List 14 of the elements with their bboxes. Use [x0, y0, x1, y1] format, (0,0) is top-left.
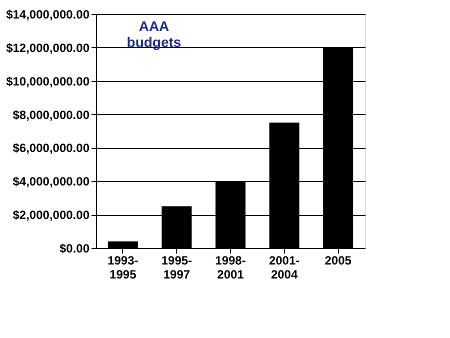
x-tick-label: 1993-1995 — [108, 254, 138, 282]
x-tick-label: 2001-2004 — [268, 254, 300, 282]
y-tick-label: $12,000,000.00 — [6, 40, 90, 55]
y-tick-label: $8,000,000.00 — [12, 108, 90, 122]
y-tick-label: $14,000,000.00 — [6, 8, 90, 22]
text: AAA budgets — [126, 18, 182, 50]
x-tick-label: 1995-1997 — [161, 254, 192, 282]
y-tick-label: $6,000,000.00 — [12, 141, 90, 156]
x-tick-label: 2005 — [324, 254, 352, 268]
x-tick-label: 1998-2001 — [215, 254, 246, 282]
y-tick-label: $0.00 — [59, 242, 90, 256]
y-tick-label: $4,000,000.00 — [12, 174, 90, 189]
y-tick-label: $10,000,000.00 — [6, 74, 90, 88]
y-tick-label: $2,000,000.00 — [12, 208, 90, 222]
